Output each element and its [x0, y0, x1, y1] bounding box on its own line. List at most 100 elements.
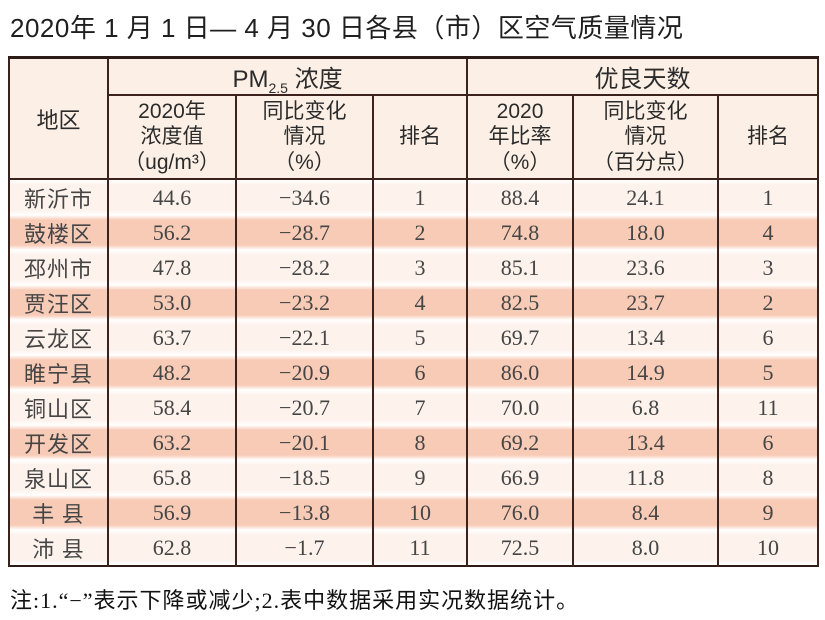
cell-pm-value: 62.8 — [107, 530, 237, 566]
cell-good-change: 13.4 — [572, 320, 720, 355]
table-body: 新沂市 44.6 −34.6 1 88.4 24.1 1 鼓楼区 56.2 −2… — [8, 179, 820, 566]
cell-pm-value: 56.9 — [107, 495, 237, 530]
cell-region: 贾汪区 — [8, 285, 109, 320]
cell-good-rank: 8 — [717, 460, 820, 495]
cell-pm-change: −20.7 — [235, 390, 374, 425]
cell-pm-value: 44.6 — [107, 179, 237, 215]
cell-good-ratio: 74.8 — [466, 215, 575, 250]
header-good-days-group: 优良天数 — [466, 57, 820, 96]
cell-pm-rank: 11 — [371, 530, 469, 566]
table-row: 邳州市 47.8 −28.2 3 85.1 23.6 3 — [8, 250, 820, 285]
cell-pm-change: −1.7 — [235, 530, 374, 566]
cell-good-change: 8.4 — [572, 495, 720, 530]
footnote: 注:1.“−”表示下降或减少;2.表中数据采用实况数据统计。 — [10, 588, 580, 613]
cell-pm-change: −23.2 — [235, 285, 374, 320]
cell-good-rank: 10 — [717, 530, 820, 566]
cell-good-change: 11.8 — [572, 460, 720, 495]
cell-good-ratio: 76.0 — [466, 495, 575, 530]
cell-region: 泉山区 — [8, 460, 109, 495]
cell-pm-value: 53.0 — [107, 285, 237, 320]
cell-good-change: 8.0 — [572, 530, 720, 566]
cell-good-change: 13.4 — [572, 425, 720, 460]
cell-good-change: 24.1 — [572, 179, 720, 215]
cell-pm-change: −20.1 — [235, 425, 374, 460]
cell-pm-change: −20.9 — [235, 355, 374, 390]
table-row: 铜山区 58.4 −20.7 7 70.0 6.8 11 — [8, 390, 820, 425]
cell-pm-rank: 8 — [371, 425, 469, 460]
header-good-change: 同比变化 情况 （百分点） — [572, 95, 720, 180]
air-quality-table: 地区 PM2.5 浓度 优良天数 2020年 浓度值 （ug/m³） 同比变化 … — [8, 56, 820, 567]
cell-good-ratio: 88.4 — [466, 179, 575, 215]
cell-pm-value: 56.2 — [107, 215, 237, 250]
cell-pm-rank: 6 — [371, 355, 469, 390]
cell-pm-change: −13.8 — [235, 495, 374, 530]
table-header: 地区 PM2.5 浓度 优良天数 2020年 浓度值 （ug/m³） 同比变化 … — [8, 57, 820, 180]
cell-pm-rank: 10 — [371, 495, 469, 530]
cell-good-ratio: 72.5 — [466, 530, 575, 566]
cell-good-rank: 6 — [717, 425, 820, 460]
cell-pm-rank: 3 — [371, 250, 469, 285]
page-title: 2020年 1 月 1 日— 4 月 30 日各县（市）区空气质量情况 — [10, 13, 684, 43]
cell-good-ratio: 85.1 — [466, 250, 575, 285]
cell-pm-rank: 9 — [371, 460, 469, 495]
cell-good-change: 6.8 — [572, 390, 720, 425]
table-row: 沛 县 62.8 −1.7 11 72.5 8.0 10 — [8, 530, 820, 566]
cell-pm-rank: 4 — [371, 285, 469, 320]
pm-group-prefix: PM — [232, 66, 269, 93]
cell-good-change: 14.9 — [572, 355, 720, 390]
cell-pm-value: 47.8 — [107, 250, 237, 285]
pm-group-suffix: 浓度 — [287, 66, 343, 93]
cell-pm-value: 65.8 — [107, 460, 237, 495]
cell-pm-rank: 5 — [371, 320, 469, 355]
cell-region: 新沂市 — [8, 179, 109, 215]
cell-good-rank: 3 — [717, 250, 820, 285]
cell-good-rank: 5 — [717, 355, 820, 390]
table-row: 泉山区 65.8 −18.5 9 66.9 11.8 8 — [8, 460, 820, 495]
cell-pm-value: 63.7 — [107, 320, 237, 355]
cell-pm-change: −34.6 — [235, 179, 374, 215]
cell-region: 云龙区 — [8, 320, 109, 355]
cell-good-rank: 11 — [717, 390, 820, 425]
header-region: 地区 — [8, 57, 109, 180]
cell-pm-rank: 1 — [371, 179, 469, 215]
cell-region: 开发区 — [8, 425, 109, 460]
header-good-rank: 排名 — [717, 95, 820, 180]
cell-pm-change: −28.2 — [235, 250, 374, 285]
cell-good-change: 18.0 — [572, 215, 720, 250]
cell-pm-value: 63.2 — [107, 425, 237, 460]
cell-good-ratio: 66.9 — [466, 460, 575, 495]
table-row: 鼓楼区 56.2 −28.7 2 74.8 18.0 4 — [8, 215, 820, 250]
table-row: 贾汪区 53.0 −23.2 4 82.5 23.7 2 — [8, 285, 820, 320]
cell-good-change: 23.6 — [572, 250, 720, 285]
header-pm-value: 2020年 浓度值 （ug/m³） — [107, 95, 237, 180]
cell-pm-change: −22.1 — [235, 320, 374, 355]
cell-region: 邳州市 — [8, 250, 109, 285]
cell-good-ratio: 69.7 — [466, 320, 575, 355]
cell-region: 鼓楼区 — [8, 215, 109, 250]
header-group-row: 地区 PM2.5 浓度 优良天数 — [8, 57, 820, 180]
cell-region: 沛 县 — [8, 530, 109, 566]
cell-good-rank: 6 — [717, 320, 820, 355]
header-pm-group: PM2.5 浓度 — [106, 57, 469, 96]
cell-region: 丰 县 — [8, 495, 109, 530]
table-row: 睢宁县 48.2 −20.9 6 86.0 14.9 5 — [8, 355, 820, 390]
cell-good-rank: 1 — [717, 179, 820, 215]
table-row: 云龙区 63.7 −22.1 5 69.7 13.4 6 — [8, 320, 820, 355]
table-row: 开发区 63.2 −20.1 8 69.2 13.4 6 — [8, 425, 820, 460]
cell-pm-rank: 7 — [371, 390, 469, 425]
cell-pm-change: −18.5 — [235, 460, 374, 495]
cell-pm-rank: 2 — [371, 215, 469, 250]
cell-good-ratio: 69.2 — [466, 425, 575, 460]
cell-good-rank: 4 — [717, 215, 820, 250]
cell-good-ratio: 70.0 — [466, 390, 575, 425]
pm-group-subscript: 2.5 — [268, 79, 288, 95]
cell-good-rank: 9 — [717, 495, 820, 530]
header-good-ratio: 2020 年比率 （%） — [466, 95, 575, 180]
cell-good-ratio: 86.0 — [466, 355, 575, 390]
cell-good-ratio: 82.5 — [466, 285, 575, 320]
table-row: 丰 县 56.9 −13.8 10 76.0 8.4 9 — [8, 495, 820, 530]
cell-region: 睢宁县 — [8, 355, 109, 390]
cell-pm-value: 48.2 — [107, 355, 237, 390]
header-pm-change: 同比变化 情况 （%） — [235, 95, 374, 180]
